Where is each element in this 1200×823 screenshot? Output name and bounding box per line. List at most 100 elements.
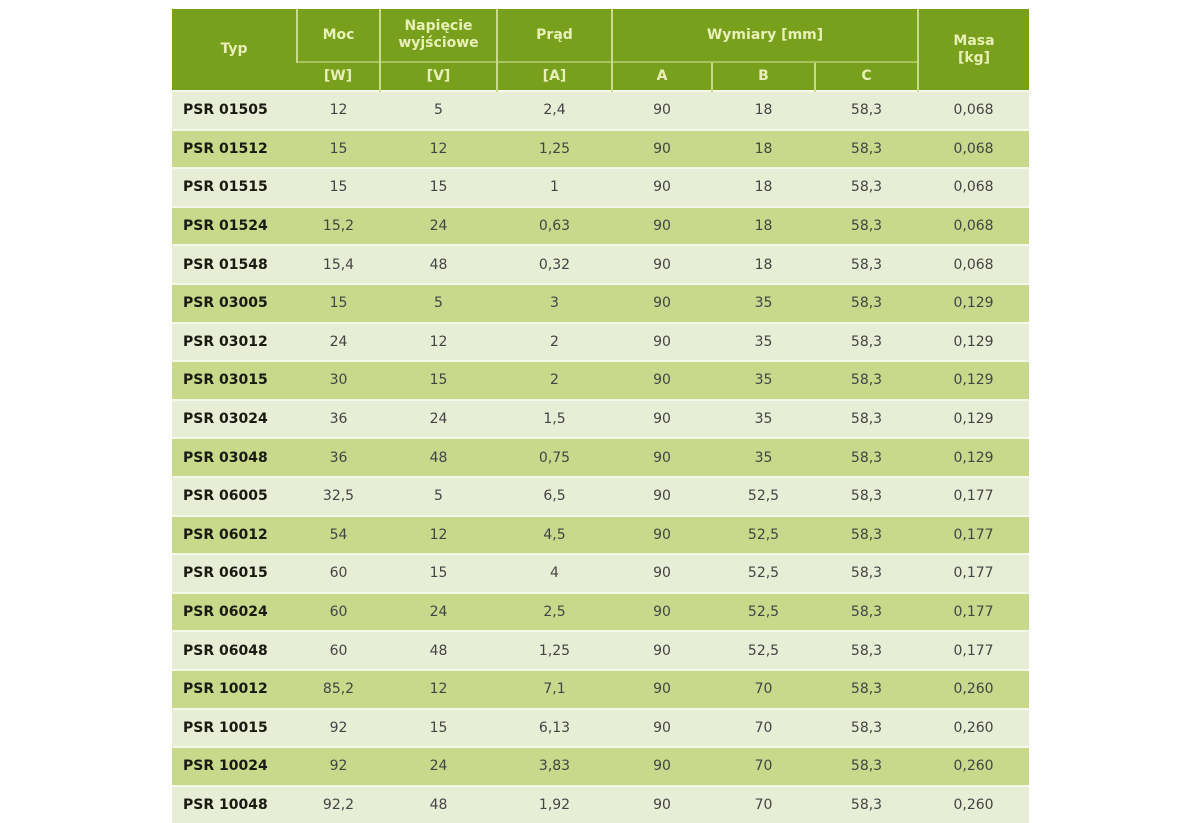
- table-row: PSR 10015 92 15 6,13 90 70 58,3 0,260: [172, 707, 1030, 748]
- cell-wymiar-a: 90: [612, 514, 712, 555]
- cell-wymiar-c: 58,3: [815, 167, 919, 207]
- cell-wymiar-b: 70: [712, 707, 815, 748]
- cell-moc: 15: [297, 128, 380, 169]
- cell-wymiar-b: 52,5: [712, 591, 815, 632]
- cell-typ: PSR 01512: [172, 128, 297, 169]
- cell-wymiar-b: 70: [712, 784, 815, 823]
- cell-typ: PSR 03015: [172, 360, 297, 400]
- cell-wymiar-b: 35: [712, 398, 815, 439]
- cell-typ: PSR 01548: [172, 244, 297, 284]
- cell-wymiar-a: 90: [612, 668, 712, 709]
- cell-wymiar-a: 90: [612, 707, 712, 748]
- cell-typ: PSR 06005: [172, 475, 297, 516]
- cell-wymiar-c: 58,3: [815, 128, 919, 169]
- table-row: PSR 10024 92 24 3,83 90 70 58,3 0,260: [172, 746, 1030, 786]
- table-row: PSR 01515 15 15 1 90 18 58,3 0,068: [172, 167, 1030, 207]
- cell-napiecie: 48: [380, 244, 497, 284]
- cell-prad: 4: [497, 553, 612, 593]
- cell-wymiar-b: 18: [712, 90, 815, 130]
- cell-moc: 15,2: [297, 205, 380, 246]
- cell-napiecie: 5: [380, 282, 497, 323]
- cell-wymiar-c: 58,3: [815, 630, 919, 670]
- cell-masa: 0,068: [918, 128, 1030, 169]
- cell-typ: PSR 06015: [172, 553, 297, 593]
- header-a: A: [611, 61, 712, 91]
- cell-wymiar-b: 52,5: [712, 553, 815, 593]
- cell-moc: 60: [297, 630, 380, 670]
- cell-wymiar-c: 58,3: [815, 591, 919, 632]
- cell-prad: 0,32: [497, 244, 612, 284]
- cell-masa: 0,177: [918, 630, 1030, 670]
- cell-wymiar-b: 35: [712, 321, 815, 362]
- header-napiecie-unit: [V]: [379, 61, 497, 91]
- cell-prad: 1: [497, 167, 612, 207]
- cell-typ: PSR 03048: [172, 437, 297, 477]
- cell-napiecie: 15: [380, 360, 497, 400]
- cell-wymiar-b: 18: [712, 205, 815, 246]
- cell-prad: 2: [497, 360, 612, 400]
- cell-wymiar-b: 35: [712, 360, 815, 400]
- cell-wymiar-b: 18: [712, 244, 815, 284]
- cell-napiecie: 24: [380, 205, 497, 246]
- cell-moc: 60: [297, 553, 380, 593]
- table-row: PSR 01548 15,4 48 0,32 90 18 58,3 0,068: [172, 244, 1030, 284]
- cell-typ: PSR 01524: [172, 205, 297, 246]
- cell-masa: 0,068: [918, 90, 1030, 130]
- cell-moc: 15,4: [297, 244, 380, 284]
- header-b: B: [711, 61, 815, 91]
- cell-napiecie: 12: [380, 321, 497, 362]
- cell-typ: PSR 06048: [172, 630, 297, 670]
- cell-prad: 2,5: [497, 591, 612, 632]
- cell-wymiar-c: 58,3: [815, 205, 919, 246]
- cell-wymiar-c: 58,3: [815, 514, 919, 555]
- cell-wymiar-a: 90: [612, 553, 712, 593]
- cell-prad: 1,92: [497, 784, 612, 823]
- header-moc-unit: [W]: [297, 61, 380, 91]
- cell-wymiar-a: 90: [612, 90, 712, 130]
- cell-napiecie: 48: [380, 630, 497, 670]
- cell-wymiar-a: 90: [612, 205, 712, 246]
- cell-prad: 2: [497, 321, 612, 362]
- cell-wymiar-c: 58,3: [815, 437, 919, 477]
- table-row: PSR 06024 60 24 2,5 90 52,5 58,3 0,177: [172, 591, 1030, 632]
- cell-moc: 92: [297, 707, 380, 748]
- product-spec-table: Typ Moc Napięcie wyjściowe Prąd Wymiary …: [172, 9, 1030, 823]
- cell-wymiar-c: 58,3: [815, 90, 919, 130]
- cell-masa: 0,129: [918, 437, 1030, 477]
- cell-wymiar-c: 58,3: [815, 244, 919, 284]
- table-row: PSR 01524 15,2 24 0,63 90 18 58,3 0,068: [172, 205, 1030, 246]
- cell-napiecie: 48: [380, 784, 497, 823]
- table-row: PSR 06005 32,5 5 6,5 90 52,5 58,3 0,177: [172, 475, 1030, 516]
- cell-wymiar-b: 70: [712, 668, 815, 709]
- cell-wymiar-b: 52,5: [712, 475, 815, 516]
- cell-prad: 4,5: [497, 514, 612, 555]
- cell-prad: 6,13: [497, 707, 612, 748]
- table-row: PSR 06048 60 48 1,25 90 52,5 58,3 0,177: [172, 630, 1030, 670]
- cell-prad: 7,1: [497, 668, 612, 709]
- header-napiecie: Napięcie wyjściowe: [379, 9, 497, 62]
- cell-napiecie: 12: [380, 514, 497, 555]
- cell-napiecie: 12: [380, 128, 497, 169]
- cell-typ: PSR 10015: [172, 707, 297, 748]
- cell-wymiar-b: 18: [712, 128, 815, 169]
- table-row: PSR 10012 85,2 12 7,1 90 70 58,3 0,260: [172, 668, 1030, 709]
- cell-wymiar-c: 58,3: [815, 360, 919, 400]
- cell-prad: 0,63: [497, 205, 612, 246]
- cell-moc: 36: [297, 437, 380, 477]
- header-masa: Masa [kg]: [917, 9, 1030, 91]
- cell-prad: 3: [497, 282, 612, 323]
- cell-masa: 0,260: [918, 707, 1030, 748]
- cell-moc: 92,2: [297, 784, 380, 823]
- table-row: PSR 10048 92,2 48 1,92 90 70 58,3 0,260: [172, 784, 1030, 823]
- cell-typ: PSR 03012: [172, 321, 297, 362]
- cell-prad: 1,25: [497, 128, 612, 169]
- cell-moc: 12: [297, 90, 380, 130]
- cell-napiecie: 15: [380, 707, 497, 748]
- cell-wymiar-a: 90: [612, 128, 712, 169]
- cell-wymiar-b: 18: [712, 167, 815, 207]
- cell-napiecie: 48: [380, 437, 497, 477]
- cell-wymiar-a: 90: [612, 591, 712, 632]
- cell-napiecie: 5: [380, 475, 497, 516]
- cell-typ: PSR 03005: [172, 282, 297, 323]
- table-row: PSR 03005 15 5 3 90 35 58,3 0,129: [172, 282, 1030, 323]
